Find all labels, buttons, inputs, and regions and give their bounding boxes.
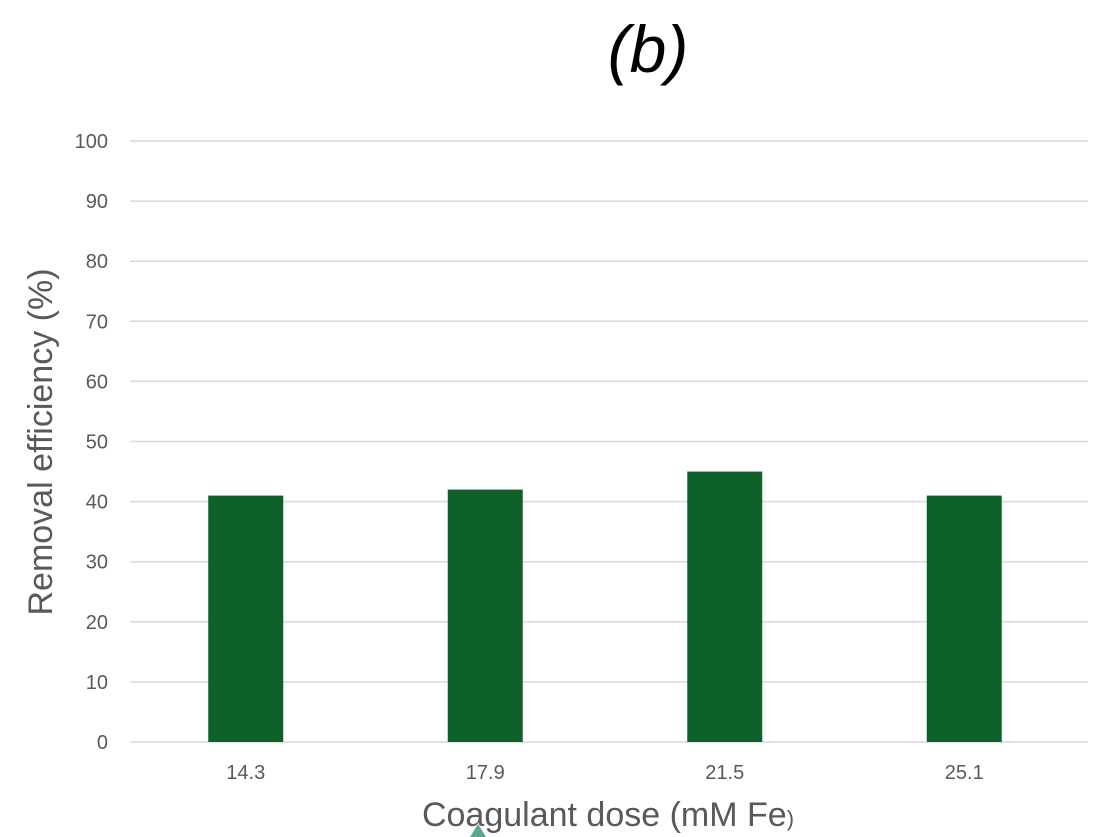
bar-25.1 [926, 495, 1002, 742]
y-axis-ticks: 0 10 20 30 40 50 60 70 80 90 100 [75, 131, 108, 754]
x-axis-title-suffix: ) [787, 806, 794, 831]
y-tick-label: 80 [86, 251, 108, 273]
bar-14.3 [208, 495, 284, 742]
y-tick-label: 70 [86, 311, 108, 333]
y-tick-label: 60 [86, 371, 108, 393]
arrow-tip-decoration [470, 824, 486, 837]
chart-title: (b) [608, 12, 689, 86]
y-tick-label: 90 [86, 191, 108, 213]
bars [208, 471, 1002, 742]
x-axis-ticks: 14.3 17.9 21.5 25.1 [226, 762, 983, 784]
y-axis-title: Removal efficiency (%) [22, 268, 60, 615]
y-tick-label: 10 [86, 672, 108, 694]
gridlines [130, 140, 1088, 743]
y-tick-label: 50 [86, 432, 108, 454]
y-tick-label: 30 [86, 552, 108, 574]
y-tick-label: 0 [97, 732, 108, 754]
bar-21.5 [687, 471, 763, 742]
x-tick-label: 17.9 [466, 762, 505, 784]
x-axis-title: Coagulant dose (mM Fe) [422, 796, 794, 834]
bar-17.9 [447, 489, 523, 742]
x-tick-label: 14.3 [226, 762, 265, 784]
y-tick-label: 20 [86, 612, 108, 634]
y-tick-label: 100 [75, 131, 108, 153]
x-tick-label: 25.1 [945, 762, 984, 784]
x-axis-title-main: Coagulant dose (mM Fe [422, 796, 787, 834]
x-tick-label: 21.5 [705, 762, 744, 784]
y-tick-label: 40 [86, 492, 108, 514]
